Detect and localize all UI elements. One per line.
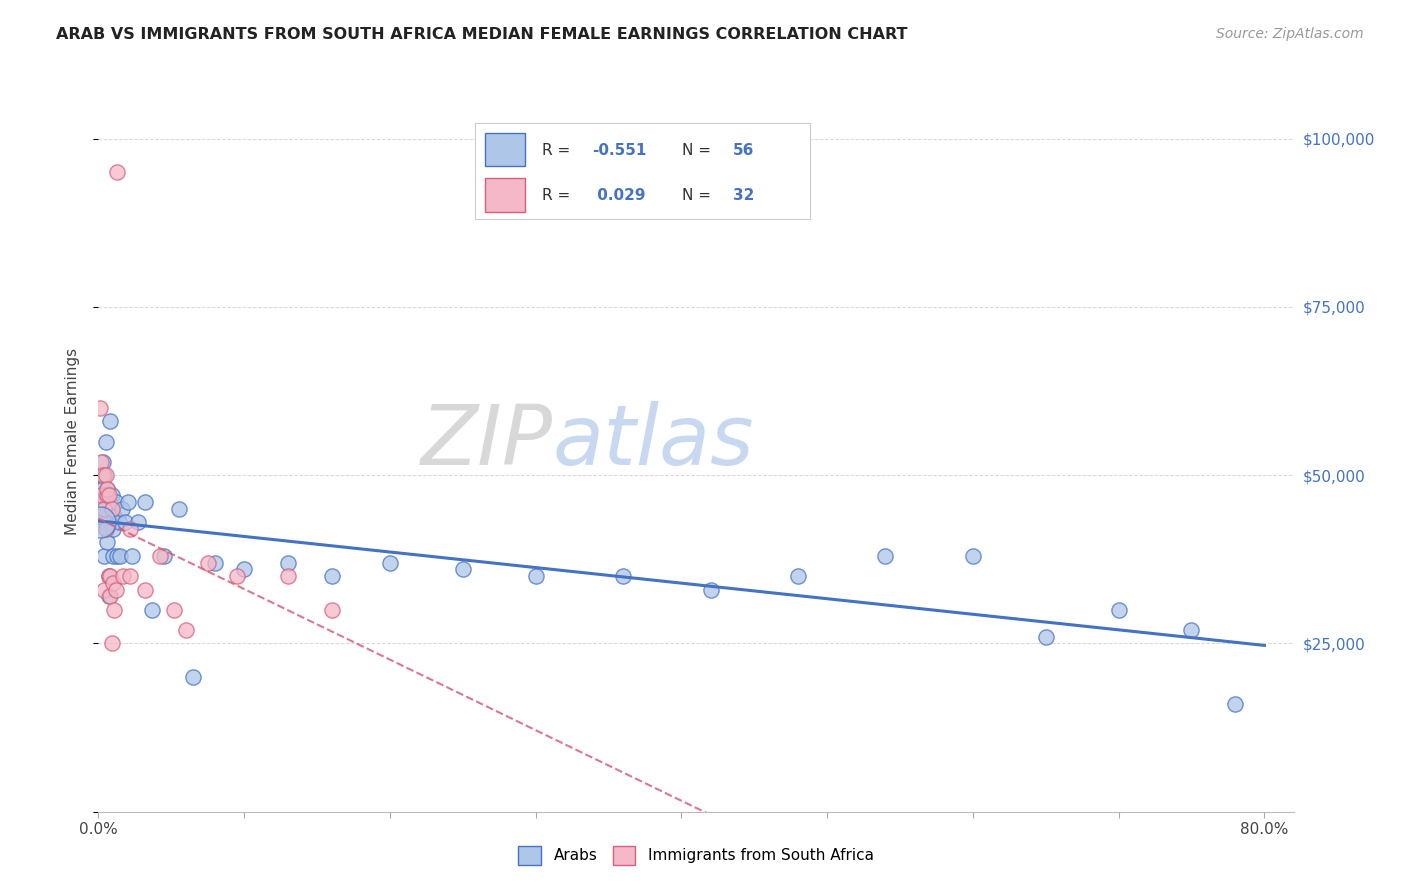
Point (100, 501, 122, 516)
Text: ARAB VS IMMIGRANTS FROM SOUTH AFRICA MEDIAN FEMALE EARNINGS CORRELATION CHART: ARAB VS IMMIGRANTS FROM SOUTH AFRICA MED… (56, 27, 908, 42)
Point (94, 468, 117, 483)
Point (94, 434, 117, 449)
Point (524, 569, 547, 583)
Point (111, 501, 134, 516)
Point (141, 603, 163, 617)
Point (98, 516, 121, 530)
Text: ZIP: ZIP (420, 401, 553, 482)
Point (787, 569, 810, 583)
Point (91, 508, 114, 523)
Point (104, 495, 127, 509)
Point (93, 495, 115, 509)
Point (104, 582, 127, 597)
Point (89, 401, 111, 415)
Point (875, 549, 897, 563)
Point (197, 556, 219, 570)
Point (174, 623, 197, 637)
Point (98, 414, 121, 428)
Point (100, 488, 122, 502)
Point (98, 590, 121, 604)
Point (153, 549, 176, 563)
Point (1180, 623, 1202, 637)
Point (134, 582, 156, 597)
Point (134, 495, 156, 509)
Point (93, 468, 115, 483)
Text: Source: ZipAtlas.com: Source: ZipAtlas.com (1216, 27, 1364, 41)
Point (105, 549, 128, 563)
Point (91, 508, 114, 523)
Point (91, 468, 114, 483)
Y-axis label: Median Female Earnings: Median Female Earnings (65, 348, 80, 535)
Point (96, 535, 118, 549)
Point (110, 549, 132, 563)
Point (90, 488, 112, 502)
Point (612, 569, 634, 583)
Point (105, 165, 128, 179)
Point (127, 516, 149, 530)
Point (117, 495, 139, 509)
Point (225, 569, 247, 583)
Point (233, 562, 256, 576)
Point (91, 455, 114, 469)
Point (1108, 603, 1130, 617)
Point (96, 482, 118, 496)
Point (97, 590, 120, 604)
Point (91, 482, 114, 496)
Point (100, 501, 122, 516)
Point (100, 636, 122, 650)
Point (89, 516, 111, 530)
Point (103, 508, 125, 523)
Point (167, 501, 190, 516)
Point (89, 516, 111, 530)
Legend: Arabs, Immigrants from South Africa: Arabs, Immigrants from South Africa (512, 840, 880, 871)
Point (962, 549, 984, 563)
Point (1035, 630, 1057, 644)
Text: atlas: atlas (553, 401, 754, 482)
Point (112, 569, 135, 583)
Point (94, 522, 117, 536)
Point (96, 488, 118, 502)
Point (94, 488, 117, 502)
Point (93, 549, 115, 563)
Point (97, 488, 120, 502)
Point (181, 670, 204, 684)
Point (108, 516, 131, 530)
Point (1225, 697, 1247, 711)
Point (277, 556, 299, 570)
Point (120, 569, 142, 583)
Point (94, 522, 117, 536)
Point (163, 603, 186, 617)
Point (90, 455, 112, 469)
Point (114, 516, 136, 530)
Point (451, 562, 474, 576)
Point (103, 603, 125, 617)
Point (699, 582, 721, 597)
Point (93, 501, 115, 516)
Point (98, 569, 121, 583)
Point (97, 569, 120, 583)
Point (204, 556, 226, 570)
Point (120, 522, 142, 536)
Point (121, 549, 143, 563)
Point (378, 556, 401, 570)
Point (96, 482, 118, 496)
Point (101, 549, 124, 563)
Point (101, 522, 124, 536)
Point (93, 582, 115, 597)
Point (277, 569, 299, 583)
Point (90, 495, 112, 509)
Point (101, 575, 124, 590)
Point (321, 569, 343, 583)
Point (149, 549, 172, 563)
Point (321, 603, 343, 617)
Point (97, 508, 120, 523)
Point (97, 569, 120, 583)
Point (90, 468, 112, 483)
Point (94, 516, 117, 530)
Point (96, 488, 118, 502)
